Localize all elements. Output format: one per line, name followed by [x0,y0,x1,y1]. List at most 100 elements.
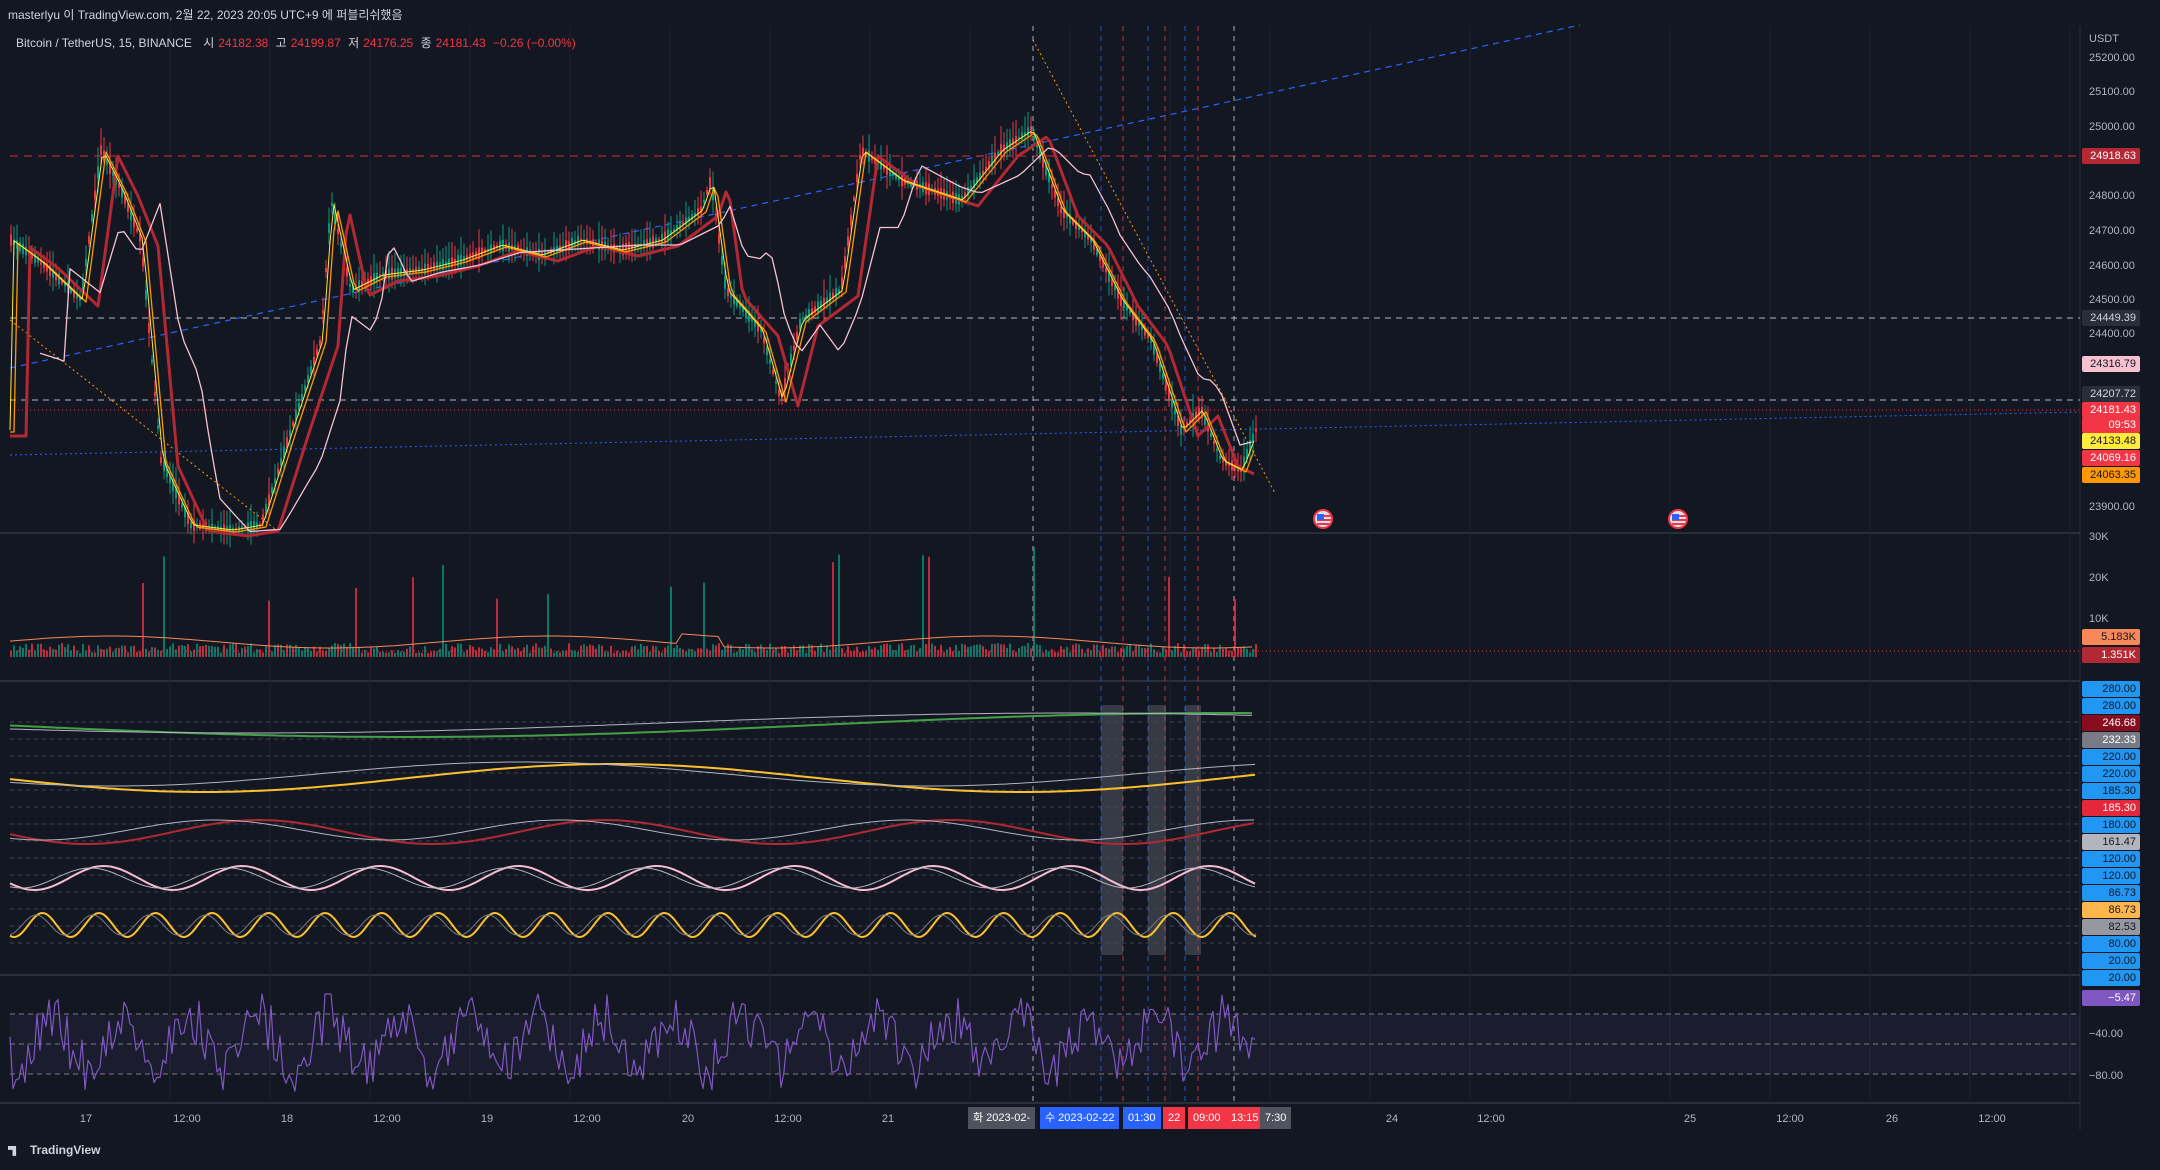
volume-bar [319,646,321,657]
cycle-line [9,865,1256,891]
volume-bar [532,646,534,657]
volume-bar [1111,646,1113,657]
price-label: 24063.35 [2082,467,2140,483]
candle-body [1045,164,1047,176]
volume-bar [802,645,804,657]
candle-body [976,177,978,183]
volume-bar [670,586,672,657]
price-tick: 24500.00 [2089,294,2135,306]
volume-bar [682,649,684,657]
volume-bar [307,646,309,657]
volume-bar [1147,647,1149,657]
candle-body [841,277,843,289]
volume-bar [1150,643,1152,657]
price-label: 24181.43 [2082,402,2140,418]
candle-body [169,475,171,484]
volume-bar [424,646,426,657]
volume-bar [826,645,828,657]
volume-bar [382,651,384,657]
volume-bar [619,652,621,657]
candle-body [91,214,93,221]
time-badge: 7:30 [1260,1107,1292,1129]
candle-body [76,294,78,299]
candle-body [757,321,759,332]
candle-body [628,242,630,254]
symbol-name[interactable]: Bitcoin / TetherUS, 15, BINANCE [16,36,192,50]
volume-bar [223,644,225,657]
volume-bar [1072,644,1074,657]
volume-bar [1162,646,1164,657]
candle-body [736,298,738,307]
candle-body [298,402,300,410]
volume-bar [871,649,873,657]
cycle-line [9,867,1256,889]
volume-bar [199,646,201,657]
tradingview-brand[interactable]: TradingView [8,1143,100,1157]
volume-tick: 10K [2089,613,2109,625]
volume-bar [19,646,21,657]
volume-bar [1153,649,1155,657]
candle-body [271,487,273,494]
candle-body [1039,148,1041,160]
volume-bar [952,651,954,657]
volume-bar [937,650,939,657]
volume-bar [946,649,948,657]
volume-bar [127,652,129,657]
candle-body [1030,125,1032,135]
candle-body [1057,197,1059,207]
moving-average-line [39,147,1253,533]
us-flag-event-icon[interactable] [1668,509,1688,529]
volume-bar [241,648,243,657]
candle-body [649,238,651,248]
volume-bar [1069,652,1071,657]
candle-body [886,164,888,175]
candle-body [673,229,675,232]
candle-body [64,283,66,287]
volume-bar [1216,652,1218,657]
candle-body [1120,294,1122,306]
candle-body [985,166,987,171]
volume-bar [196,643,198,657]
candle-body [574,240,576,244]
time-tick: 17 [79,1113,93,1125]
volume-bar [1207,644,1209,657]
volume-bar [475,650,477,657]
volume-bar [406,648,408,657]
candle-body [325,267,327,273]
volume-bar [784,645,786,657]
volume-bar [556,650,558,657]
volume-bar [499,643,501,657]
candle-body [319,340,321,346]
us-flag-event-icon[interactable] [1313,509,1333,529]
candle-body [1138,322,1140,326]
candle-body [154,391,156,397]
volume-bar [694,651,696,657]
volume-bar [217,646,219,657]
volume-bar [163,556,165,657]
volume-bar [685,651,687,657]
volume-bar [439,648,441,657]
candle-body [178,493,180,505]
volume-bar [1009,643,1011,657]
candle-body [883,165,885,170]
candle-body [112,172,114,176]
candle-body [559,245,561,251]
candle-body [802,317,804,320]
candle-body [1171,398,1173,408]
candle-body [466,255,468,261]
volume-bar [880,645,882,657]
candle-body [1180,425,1182,435]
candle-body [571,237,573,249]
candle-body [898,176,900,181]
volume-bar [397,650,399,657]
time-tick: 12:00 [573,1113,601,1125]
volume-bar [61,643,63,657]
candle-body [286,437,288,448]
volume-bar [571,650,573,657]
volume-bar [1060,646,1062,657]
open-value: 24182.38 [218,36,269,50]
volume-bar [724,647,726,657]
volume-bar [973,645,975,657]
volume-bar [37,643,39,657]
